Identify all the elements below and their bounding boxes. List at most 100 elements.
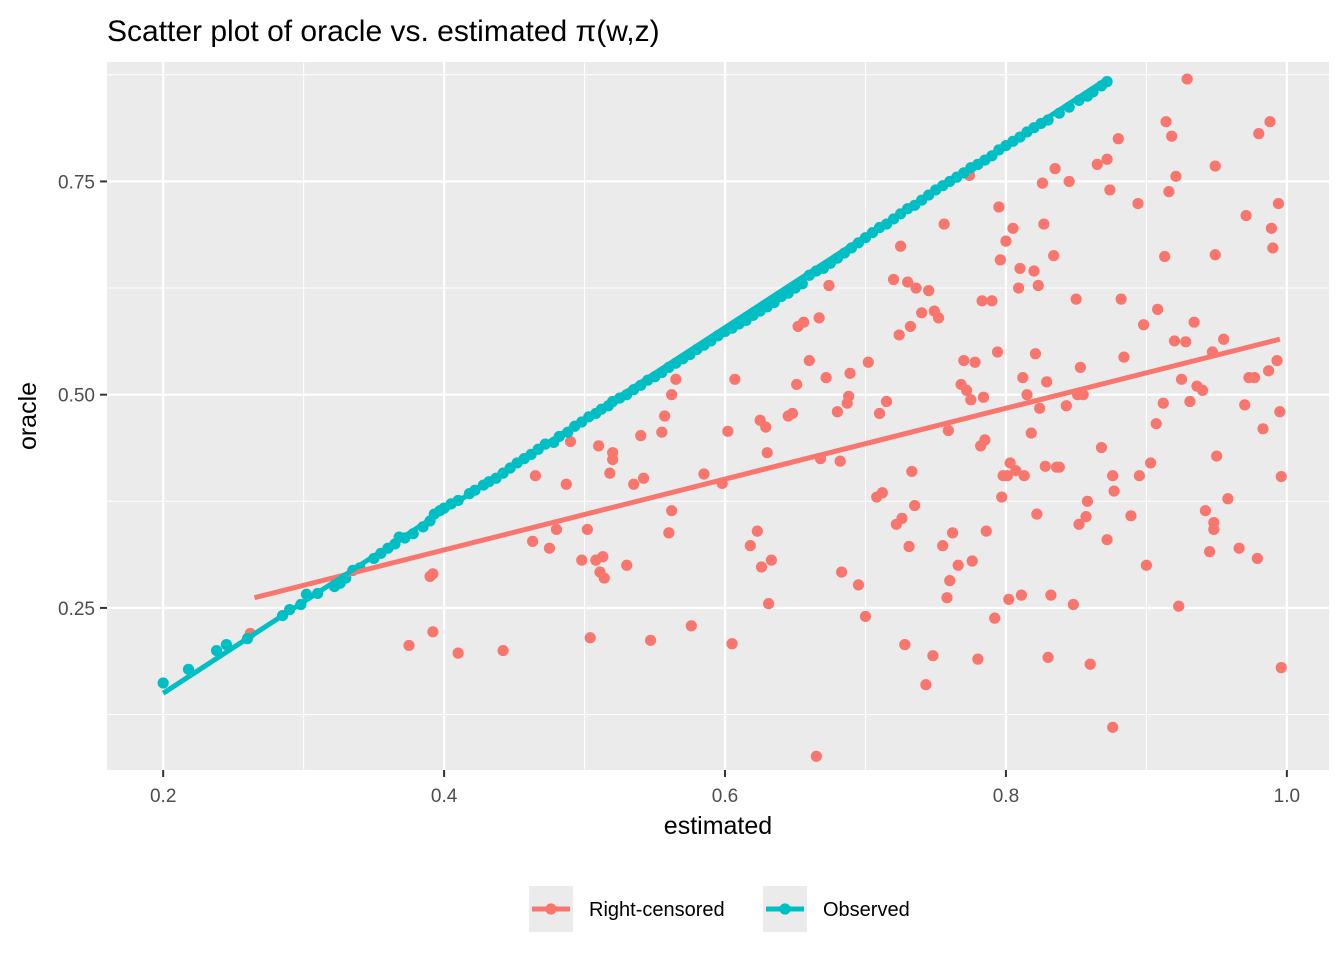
right-censored-point-114 (993, 201, 1005, 213)
right-censored-point-158 (1095, 441, 1108, 454)
right-censored-point-146 (1060, 400, 1072, 412)
right-censored-point-176 (1157, 397, 1169, 409)
right-censored-point-104 (969, 356, 981, 368)
right-censored-point-174 (1150, 418, 1162, 430)
observed-point-0 (157, 677, 169, 689)
right-censored-point-1 (403, 639, 415, 652)
right-censored-point-149 (1070, 293, 1082, 305)
right-censored-point-47 (762, 598, 775, 610)
right-censored-point-25 (628, 478, 640, 490)
right-censored-point-121 (1004, 457, 1016, 469)
right-censored-point-64 (843, 390, 855, 402)
right-censored-point-131 (1028, 265, 1040, 277)
right-censored-point-38 (722, 425, 734, 437)
right-censored-point-216 (1275, 470, 1287, 483)
right-censored-point-120 (1003, 593, 1015, 606)
right-censored-point-68 (862, 356, 874, 368)
series-right-censored-points (244, 73, 1287, 762)
right-censored-point-173 (1145, 457, 1157, 469)
right-censored-point-32 (666, 505, 678, 517)
right-censored-point-122 (1007, 222, 1019, 234)
right-censored-point-139 (1041, 376, 1053, 388)
right-censored-point-110 (980, 525, 992, 537)
right-censored-point-197 (1209, 249, 1221, 261)
right-censored-point-195 (1208, 523, 1220, 536)
right-censored-point-198 (1211, 450, 1223, 462)
right-censored-point-209 (1263, 365, 1275, 377)
right-censored-point-80 (903, 540, 915, 553)
right-censored-point-167 (1118, 351, 1130, 363)
right-censored-point-67 (859, 610, 872, 623)
right-censored-point-81 (904, 320, 917, 333)
right-censored-point-50 (786, 407, 799, 420)
right-censored-point-134 (1032, 279, 1044, 292)
y-axis-ticks: 0.25 0.50 0.75 (58, 172, 107, 620)
right-censored-point-24 (621, 559, 633, 571)
right-censored-point-29 (656, 426, 668, 438)
right-censored-point-206 (1251, 552, 1263, 565)
right-censored-point-108 (977, 391, 990, 403)
legend-dot-observed (779, 903, 791, 915)
right-censored-point-96 (946, 527, 959, 539)
right-censored-point-166 (1115, 293, 1127, 305)
right-censored-point-71 (876, 487, 888, 499)
right-censored-point-155 (1081, 495, 1094, 507)
right-censored-point-115 (994, 254, 1006, 266)
right-censored-point-129 (1021, 389, 1033, 401)
x-axis-ticks: 0.2 0.4 0.6 0.8 1.0 (150, 770, 1300, 807)
right-censored-point-143 (1049, 163, 1061, 175)
right-censored-point-140 (1042, 651, 1054, 664)
y-axis-title: oracle (14, 382, 42, 450)
right-censored-point-113 (991, 346, 1004, 358)
right-censored-point-126 (1015, 589, 1027, 601)
right-censored-point-127 (1017, 372, 1029, 384)
right-censored-point-91 (937, 540, 949, 552)
right-censored-point-177 (1159, 250, 1171, 263)
right-censored-point-53 (798, 316, 810, 328)
right-censored-point-201 (1233, 542, 1245, 554)
right-censored-point-86 (920, 679, 932, 691)
x-tick-label-1: 0.4 (431, 786, 458, 807)
right-censored-point-109 (979, 434, 991, 446)
right-censored-point-60 (831, 406, 843, 418)
right-censored-point-215 (1274, 406, 1286, 418)
right-censored-point-62 (836, 566, 848, 578)
right-censored-point-171 (1137, 319, 1150, 331)
y-tick-label-2: 0.75 (58, 172, 95, 193)
right-censored-point-35 (685, 620, 697, 632)
right-censored-point-55 (810, 750, 822, 762)
right-censored-point-169 (1132, 198, 1144, 210)
right-censored-point-213 (1271, 354, 1283, 367)
right-censored-point-93 (941, 592, 953, 604)
right-censored-point-40 (729, 373, 741, 385)
x-tick-label-0: 0.2 (150, 786, 176, 807)
right-censored-point-82 (906, 465, 918, 478)
right-censored-point-102 (965, 394, 977, 406)
right-censored-point-23 (607, 453, 619, 466)
x-tick-label-4: 1.0 (1274, 786, 1300, 807)
right-censored-point-119 (1001, 470, 1013, 482)
right-censored-point-66 (852, 579, 865, 591)
chart-title: Scatter plot of oracle vs. estimated π(w… (107, 15, 660, 48)
right-censored-point-211 (1265, 222, 1278, 234)
y-tick-label-0: 0.25 (58, 599, 95, 620)
right-censored-point-157 (1091, 158, 1103, 170)
right-censored-point-190 (1196, 384, 1209, 397)
right-censored-point-61 (834, 455, 846, 467)
right-censored-point-132 (1029, 348, 1042, 360)
right-censored-point-11 (560, 478, 572, 490)
right-censored-point-148 (1067, 598, 1079, 611)
right-censored-point-136 (1036, 177, 1049, 189)
right-censored-point-170 (1133, 470, 1145, 482)
x-axis-title: estimated (664, 812, 772, 840)
observed-point-119 (1101, 76, 1113, 88)
right-censored-point-44 (755, 561, 768, 573)
right-censored-point-30 (659, 410, 671, 422)
right-censored-point-27 (637, 472, 650, 484)
right-censored-point-178 (1160, 116, 1172, 128)
right-censored-point-192 (1204, 546, 1216, 558)
right-censored-point-99 (958, 354, 970, 367)
right-censored-point-3 (427, 568, 439, 580)
right-censored-point-185 (1180, 336, 1192, 348)
right-censored-point-76 (895, 240, 907, 252)
